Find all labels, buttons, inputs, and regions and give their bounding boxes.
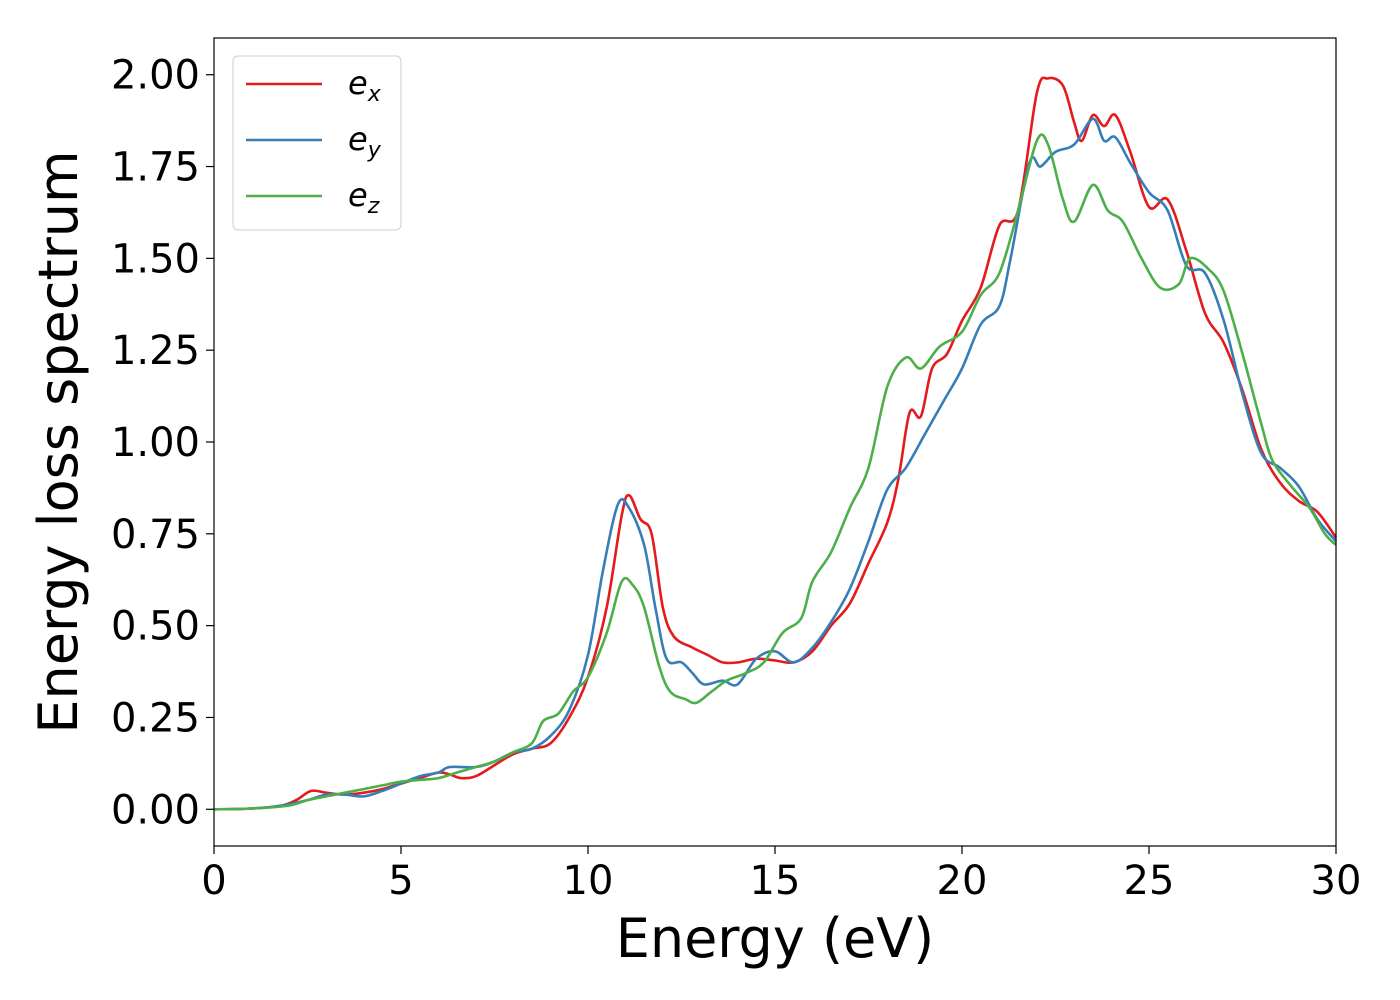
x-tick-label: 10 [563, 858, 614, 904]
y-tick-label: 1.25 [111, 328, 200, 374]
x-tick-label: 0 [201, 858, 226, 904]
series-layer [213, 76, 1338, 811]
series-line-e-z [213, 133, 1337, 811]
legend-label: ex [348, 64, 382, 107]
y-tick-label: 0.50 [111, 604, 200, 650]
x-tick-label: 5 [388, 858, 413, 904]
legend-label-subscript: y [367, 138, 382, 163]
y-tick-label: 1.00 [111, 420, 200, 466]
x-axis: 0 5 10 15 20 25 30 [201, 846, 1361, 904]
x-tick-label: 25 [1124, 858, 1175, 904]
legend-label: ey [348, 120, 382, 163]
y-tick-label: 2.00 [111, 53, 200, 99]
y-tick-label: 0.75 [111, 512, 200, 558]
y-tick-label: 1.50 [111, 236, 200, 282]
x-tick-label: 30 [1311, 858, 1362, 904]
y-axis: 0.00 0.25 0.50 0.75 1.00 1.25 1.50 1.75 2.00 [111, 53, 214, 833]
legend-label-subscript: z [367, 194, 380, 219]
y-axis-title: Energy loss spectrum [27, 150, 90, 733]
legend-label-base: e [348, 176, 368, 214]
legend-box [232, 55, 402, 231]
y-tick-label: 1.75 [111, 145, 200, 191]
series-line-e-y [213, 117, 1337, 811]
legend-label-base: e [348, 64, 368, 102]
legend-label: ez [348, 176, 380, 219]
x-tick-label: 20 [937, 858, 988, 904]
x-axis-title: Energy (eV) [616, 907, 935, 970]
legend-label-base: e [348, 120, 368, 158]
y-tick-label: 0.00 [111, 787, 200, 833]
x-tick-label: 15 [750, 858, 801, 904]
y-tick-label: 0.25 [111, 695, 200, 741]
legend-label-subscript: x [367, 82, 382, 107]
